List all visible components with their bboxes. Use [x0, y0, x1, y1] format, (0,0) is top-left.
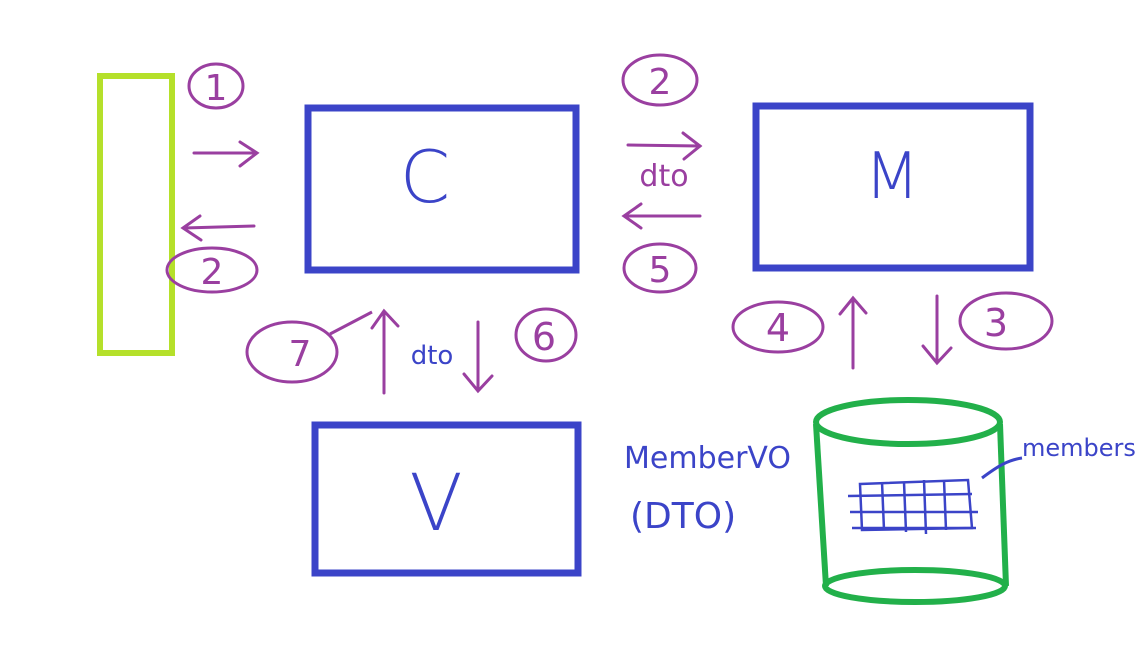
arrow-model-to-db [921, 294, 953, 366]
model-label: M [864, 140, 919, 214]
arrow-client-to-controller [192, 140, 260, 168]
step-4: 4 [731, 300, 825, 354]
step-6: 6 [514, 307, 578, 363]
step-5: 5 [622, 242, 698, 294]
member-vo-label: MemberVO [624, 441, 791, 476]
step-1: 1 [187, 62, 245, 110]
database-cylinder [813, 397, 1009, 605]
step-2: 2 [621, 53, 699, 107]
view-label: V [409, 459, 462, 549]
arrow-db-to-model [838, 295, 868, 370]
arrow-model-to-controller [621, 202, 702, 230]
dto-label-controller-model: dto [639, 159, 688, 194]
step-8-number: 2 [201, 252, 224, 293]
controller-box: C [304, 104, 580, 274]
step-5-number: 5 [649, 250, 672, 291]
controller-label: C [400, 135, 450, 219]
members-table-label: members [1022, 434, 1136, 462]
step-8: 2 [165, 246, 259, 294]
step-7: 7 [245, 310, 373, 384]
step-7-number: 7 [289, 334, 312, 375]
members-table-grid [847, 478, 978, 535]
view-box: V [311, 421, 582, 577]
arrow-controller-to-model [626, 131, 703, 161]
step-1-number: 1 [205, 68, 228, 109]
step-7-connector [329, 310, 373, 336]
arrow-controller-to-view [462, 320, 494, 394]
step-4-number: 4 [766, 306, 790, 350]
dto-label-controller-view: dto [411, 341, 454, 371]
step-3-number: 3 [984, 301, 1008, 345]
model-box: M [752, 102, 1034, 272]
arrow-view-to-controller [370, 308, 400, 395]
step-2-number: 2 [649, 62, 672, 103]
arrow-controller-to-client [180, 214, 256, 242]
dto-paren-label: (DTO) [630, 496, 736, 537]
step-6-number: 6 [532, 315, 556, 359]
members-connector [981, 456, 1023, 480]
step-3: 3 [958, 291, 1054, 351]
client-box [97, 73, 175, 356]
